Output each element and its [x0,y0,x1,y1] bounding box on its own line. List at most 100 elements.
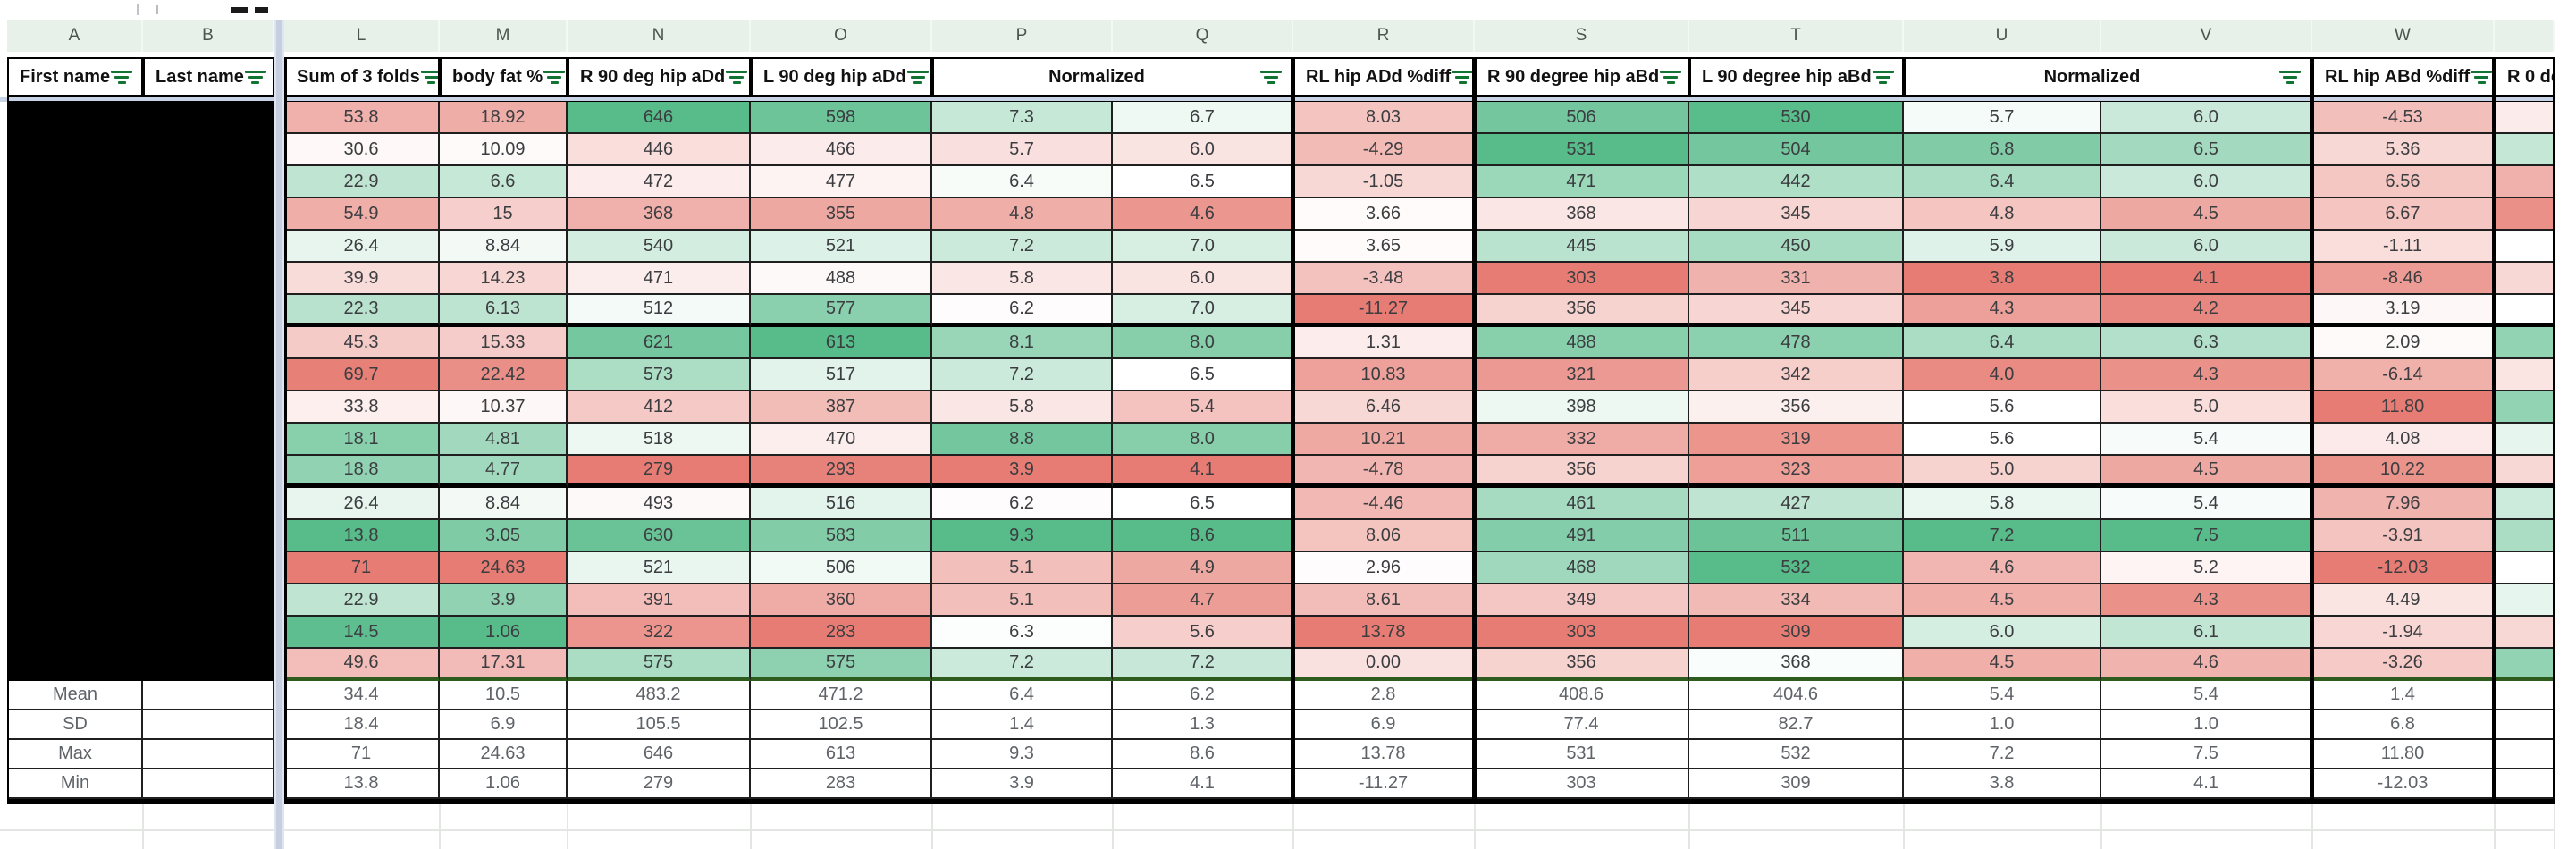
cell-Q-row15[interactable]: 4.9 [1113,552,1293,584]
cell-X-row6[interactable] [2495,263,2555,295]
cell-W-row16[interactable]: 4.49 [2312,584,2495,617]
cell-N-row12[interactable]: 279 [568,456,751,488]
cell-N-row9[interactable]: 573 [568,359,751,391]
cell-W-row8[interactable]: 2.09 [2312,327,2495,359]
cell-W-row3[interactable]: 6.56 [2312,166,2495,198]
cell-S-row5[interactable]: 445 [1475,231,1689,263]
header-l-90-degree-hip-abd[interactable]: L 90 degree hip aBd [1689,57,1904,97]
cell-V-row12[interactable]: 4.5 [2101,456,2312,488]
filter-icon[interactable] [110,70,133,84]
cell-N-row14[interactable]: 630 [568,520,751,552]
stats-mean-S[interactable]: 408.6 [1475,681,1689,710]
cell-Q-row5[interactable]: 7.0 [1113,231,1293,263]
cell-N-row6[interactable]: 471 [568,263,751,295]
cell-P-row15[interactable]: 5.1 [932,552,1113,584]
header-r-90-degree-hip-abd[interactable]: R 90 degree hip aBd [1475,57,1689,97]
cell-N-row4[interactable]: 368 [568,198,751,231]
cell-U-row12[interactable]: 5.0 [1904,456,2101,488]
cell-M-row13[interactable]: 8.84 [440,488,568,520]
cell-T-row15[interactable]: 532 [1689,552,1904,584]
cell-T-row7[interactable]: 345 [1689,295,1904,327]
stats-max-V[interactable]: 7.5 [2101,740,2312,769]
stats-min-T[interactable]: 309 [1689,769,1904,799]
cell-W-row12[interactable]: 10.22 [2312,456,2495,488]
cell-V-row8[interactable]: 6.3 [2101,327,2312,359]
cell-W-row4[interactable]: 6.67 [2312,198,2495,231]
cell-X-row4[interactable] [2495,198,2555,231]
cell-L-row4[interactable]: 54.9 [284,198,440,231]
cell-M-row12[interactable]: 4.77 [440,456,568,488]
stats-sd-L[interactable]: 18.4 [284,710,440,740]
cell-R-row12[interactable]: -4.78 [1293,456,1475,488]
filter-icon[interactable] [1659,70,1682,84]
cell-M-row16[interactable]: 3.9 [440,584,568,617]
cell-R-row13[interactable]: -4.46 [1293,488,1475,520]
cell-R-row9[interactable]: 10.83 [1293,359,1475,391]
stats-sd-V[interactable]: 1.0 [2101,710,2312,740]
cell-X-row12[interactable] [2495,456,2555,488]
cell-S-row12[interactable]: 356 [1475,456,1689,488]
cell-X-row5[interactable] [2495,231,2555,263]
column-letter-a[interactable]: A [7,20,143,52]
cell-T-row3[interactable]: 442 [1689,166,1904,198]
cell-M-row10[interactable]: 10.37 [440,391,568,424]
cell-Q-row11[interactable]: 8.0 [1113,424,1293,456]
cell-T-row5[interactable]: 450 [1689,231,1904,263]
cell-L-row5[interactable]: 26.4 [284,231,440,263]
header-sum-of-3-folds[interactable]: Sum of 3 folds [284,57,440,97]
cell-Q-row16[interactable]: 4.7 [1113,584,1293,617]
cell-Q-row2[interactable]: 6.0 [1113,134,1293,166]
cell-U-row2[interactable]: 6.8 [1904,134,2101,166]
header-r-90-deg-hip-add[interactable]: R 90 deg hip aDd [568,57,751,97]
stats-min-U[interactable]: 3.8 [1904,769,2101,799]
cell-N-row13[interactable]: 493 [568,488,751,520]
cell-O-row13[interactable]: 516 [751,488,932,520]
cell-X-row3[interactable] [2495,166,2555,198]
cell-V-row10[interactable]: 5.0 [2101,391,2312,424]
cell-V-row11[interactable]: 5.4 [2101,424,2312,456]
cell-W-row15[interactable]: -12.03 [2312,552,2495,584]
header-rl-hip-add-diff[interactable]: RL hip ADd %diff [1293,57,1475,97]
stats-sd-R[interactable]: 6.9 [1293,710,1475,740]
cell-M-row8[interactable]: 15.33 [440,327,568,359]
cell-V-row7[interactable]: 4.2 [2101,295,2312,327]
column-letter-s[interactable]: S [1475,20,1689,52]
cell-P-row4[interactable]: 4.8 [932,198,1113,231]
cell-W-row7[interactable]: 3.19 [2312,295,2495,327]
stats-sd-M[interactable]: 6.9 [440,710,568,740]
stats-min-N[interactable]: 279 [568,769,751,799]
cell-R-row1[interactable]: 8.03 [1293,102,1475,134]
cell-O-row16[interactable]: 360 [751,584,932,617]
cell-R-row17[interactable]: 13.78 [1293,617,1475,649]
cell-T-row9[interactable]: 342 [1689,359,1904,391]
cell-Q-row4[interactable]: 4.6 [1113,198,1293,231]
cell-P-row7[interactable]: 6.2 [932,295,1113,327]
cell-Q-row12[interactable]: 4.1 [1113,456,1293,488]
cell-T-row13[interactable]: 427 [1689,488,1904,520]
cell-P-row11[interactable]: 8.8 [932,424,1113,456]
cell-L-row10[interactable]: 33.8 [284,391,440,424]
cell-X-row14[interactable] [2495,520,2555,552]
cell-S-row3[interactable]: 471 [1475,166,1689,198]
cell-M-row7[interactable]: 6.13 [440,295,568,327]
filter-icon[interactable] [1872,70,1895,84]
cell-M-row2[interactable]: 10.09 [440,134,568,166]
cell-Q-row1[interactable]: 6.7 [1113,102,1293,134]
stats-sd-T[interactable]: 82.7 [1689,710,1904,740]
cell-T-row6[interactable]: 331 [1689,263,1904,295]
cell-W-row5[interactable]: -1.11 [2312,231,2495,263]
header-last-name[interactable]: Last name [143,57,274,97]
stats-mean-P[interactable]: 6.4 [932,681,1113,710]
column-letter-l[interactable]: L [284,20,440,52]
cell-S-row9[interactable]: 321 [1475,359,1689,391]
cell-R-row8[interactable]: 1.31 [1293,327,1475,359]
cell-L-row3[interactable]: 22.9 [284,166,440,198]
cell-L-row9[interactable]: 69.7 [284,359,440,391]
cell-T-row14[interactable]: 511 [1689,520,1904,552]
cell-W-row17[interactable]: -1.94 [2312,617,2495,649]
cell-W-row6[interactable]: -8.46 [2312,263,2495,295]
cell-L-row18[interactable]: 49.6 [284,649,440,681]
cell-T-row8[interactable]: 478 [1689,327,1904,359]
cell-L-row2[interactable]: 30.6 [284,134,440,166]
cell-M-row11[interactable]: 4.81 [440,424,568,456]
